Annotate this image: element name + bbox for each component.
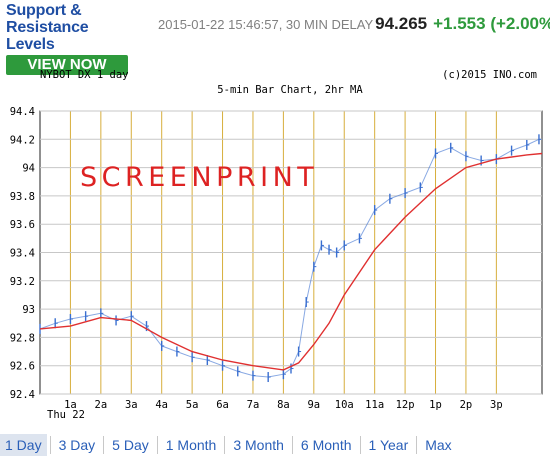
x-tick-label: 3a [125,399,138,411]
tab-separator [291,436,293,454]
tab-3-month[interactable]: 3 Month [233,437,284,453]
x-axis-date-label: Thu 22 [47,409,85,421]
y-tick-label: 94.4 [10,106,35,118]
tab-1-year[interactable]: 1 Year [368,437,409,453]
x-tick-label: 1a [64,399,77,411]
tab-max[interactable]: Max [425,437,452,453]
y-tick-label: 94 [22,163,35,175]
moving-average [39,152,543,371]
tab-separator [49,436,51,454]
x-tick-label: 12p [396,399,415,411]
y-tick-label: 93 [22,304,35,316]
chart-title: 5-min Bar Chart, 2hr MA [217,84,363,96]
last-price: 94.265 [375,14,428,33]
tab-separator [359,436,361,454]
chart-watermark: SCREENPRINT [80,162,318,193]
tab-6-month[interactable]: 6 Month [300,437,352,453]
support-resistance-ad[interactable]: Support & Resistance Levels VIEW NOW [6,2,132,75]
y-tick-label: 94.2 [10,134,35,146]
x-tick-label: 8a [277,399,290,411]
y-axis-ticks: 92.4 92.6 92.8 93 93.2 93.4 93.6 93.8 94 94.2 94.4 [10,106,35,401]
tab-1-month[interactable]: 1 Month [165,437,217,453]
price-trace [39,138,540,378]
quote-timestamp: 2015-01-22 15:46:57, 30 MIN DELAY [158,17,374,32]
tab-separator [103,436,105,454]
y-tick-label: 92.6 [10,361,35,373]
view-now-button[interactable]: VIEW NOW [6,55,128,75]
x-tick-label: 2p [460,399,473,411]
range-tabs: 1 Day 3 Day 5 Day 1 Month 3 Month 6 Month 1 Ye… [0,432,457,458]
x-tick-label: 5a [186,399,199,411]
x-tick-label: 4a [155,399,168,411]
ma-line [39,152,543,371]
tab-3-day[interactable]: 3 Day [58,437,96,453]
x-tick-label: 11a [365,399,384,411]
price-bars [39,134,542,383]
x-tick-label: 7a [247,399,260,411]
y-tick-label: 92.4 [10,389,35,401]
x-axis-ticks: 1a 2a 3a 4a 5a 6a 7a 8a 9a 10a 11a 12p 1p 2p 3p [64,399,503,411]
quote-bar: 2015-01-22 15:46:57, 30 MIN DELAY 94.265 +… [158,14,550,34]
y-tick-label: 93.4 [10,248,35,260]
tab-5-day[interactable]: 5 Day [112,437,149,453]
x-tick-label: 3p [490,399,503,411]
ad-title-line1: Support & [6,2,82,19]
tab-separator [224,436,226,454]
y-tick-label: 93.2 [10,276,35,288]
y-tick-label: 92.8 [10,332,35,344]
ad-title-line2: Resistance Levels [6,19,89,53]
horizontal-grid [40,110,542,395]
x-tick-label: 6a [216,399,229,411]
x-tick-label: 1p [429,399,442,411]
y-tick-label: 93.6 [10,219,35,231]
y-tick-label: 93.8 [10,191,35,203]
chart-copyright: (c)2015 INO.com [442,69,537,81]
tab-separator [416,436,418,454]
tab-1-day[interactable]: 1 Day [0,434,47,456]
price-change: +1.553 (+2.00%) [433,14,550,33]
x-tick-label: 10a [335,399,354,411]
price-chart: NYBOT DX 1 day (c)2015 INO.com 5-min Bar… [10,69,543,421]
x-tick-label: 9a [307,399,320,411]
tab-separator [156,436,158,454]
x-tick-label: 2a [95,399,108,411]
chart-symbol-label: NYBOT DX 1 day [40,69,129,81]
